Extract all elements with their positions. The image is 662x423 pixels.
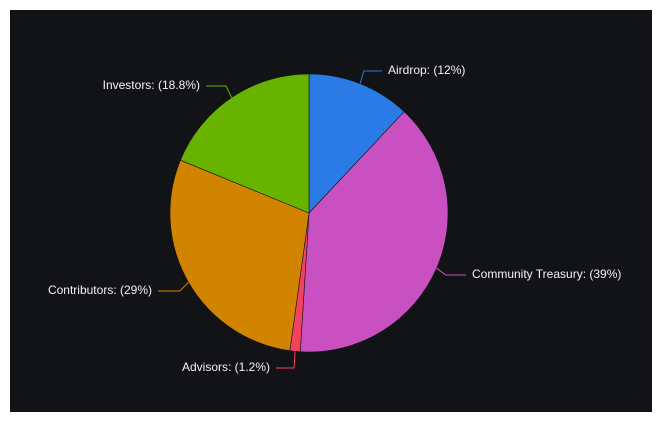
slice-label: Advisors: (1.2%)	[182, 360, 270, 374]
slice-label: Airdrop: (12%)	[388, 63, 465, 77]
slice-label: Community Treasury: (39%)	[472, 267, 621, 281]
slice-label: Contributors: (29%)	[48, 283, 152, 297]
leader-line	[206, 85, 233, 98]
leader-line	[158, 281, 189, 292]
pie-slice	[180, 73, 310, 214]
leader-line	[436, 267, 466, 276]
leader-line	[359, 70, 382, 84]
leader-line	[276, 351, 296, 369]
pie-slice	[308, 73, 405, 214]
slice-label: Investors: (18.8%)	[103, 78, 200, 92]
pie-slice	[299, 111, 449, 353]
